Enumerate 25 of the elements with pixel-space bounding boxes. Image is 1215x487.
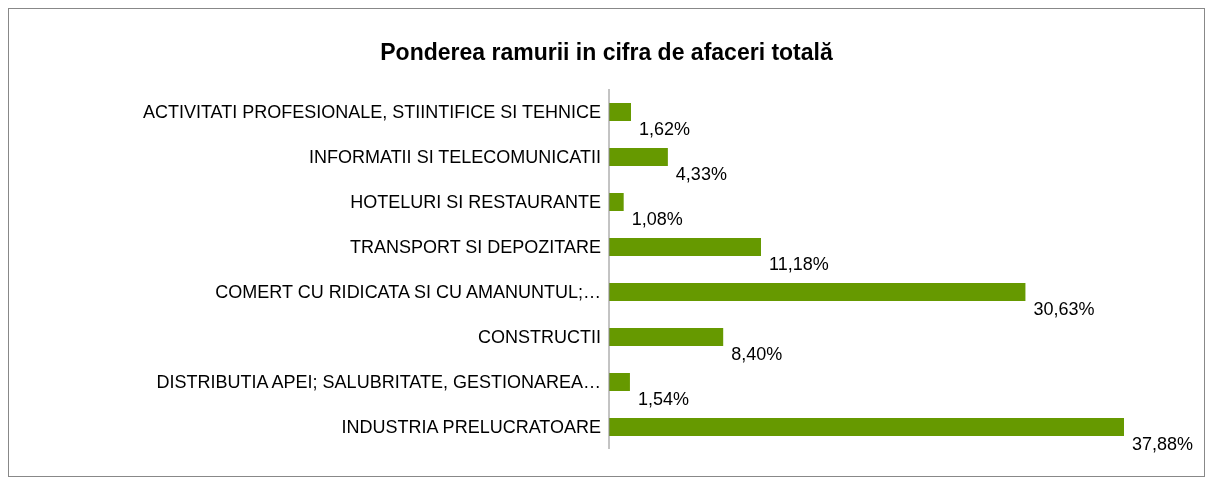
data-label: 11,18%	[769, 254, 829, 274]
y-tick-label: COMERT CU RIDICATA SI CU AMANUNTUL;…	[215, 281, 601, 302]
data-label: 1,54%	[637, 389, 689, 409]
y-tick-label: INDUSTRIA PRELUCRATOARE	[341, 416, 601, 437]
y-tick-label: HOTELURI SI RESTAURANTE	[350, 191, 601, 212]
bar	[609, 238, 761, 256]
data-label: 8,40%	[731, 344, 783, 364]
data-label: 30,63%	[1033, 299, 1095, 319]
y-tick-label: ACTIVITATI PROFESIONALE, STIINTIFICE SI TEHNICE	[142, 101, 601, 122]
bar	[609, 418, 1124, 436]
y-tick-label: DISTRIBUTIA APEI; SALUBRITATE, GESTIONAREA…	[156, 371, 601, 392]
data-label: 1,62%	[639, 119, 691, 139]
chart-title: Ponderea ramurii in cifra de afaceri totală	[379, 38, 834, 67]
bar	[609, 103, 632, 121]
bar	[609, 148, 668, 166]
y-tick-label: TRANSPORT SI DEPOZITARE	[349, 236, 601, 257]
data-label: 37,88%	[1132, 434, 1194, 454]
data-label: 1,08%	[631, 209, 683, 229]
y-tick-label: CONSTRUCTII	[478, 326, 601, 347]
y-tick-label: INFORMATII SI TELECOMUNICATII	[308, 146, 601, 167]
data-label: 4,33%	[675, 164, 727, 184]
bar	[609, 328, 724, 346]
bar	[609, 193, 624, 211]
bar	[609, 373, 630, 391]
bar	[609, 283, 1026, 301]
